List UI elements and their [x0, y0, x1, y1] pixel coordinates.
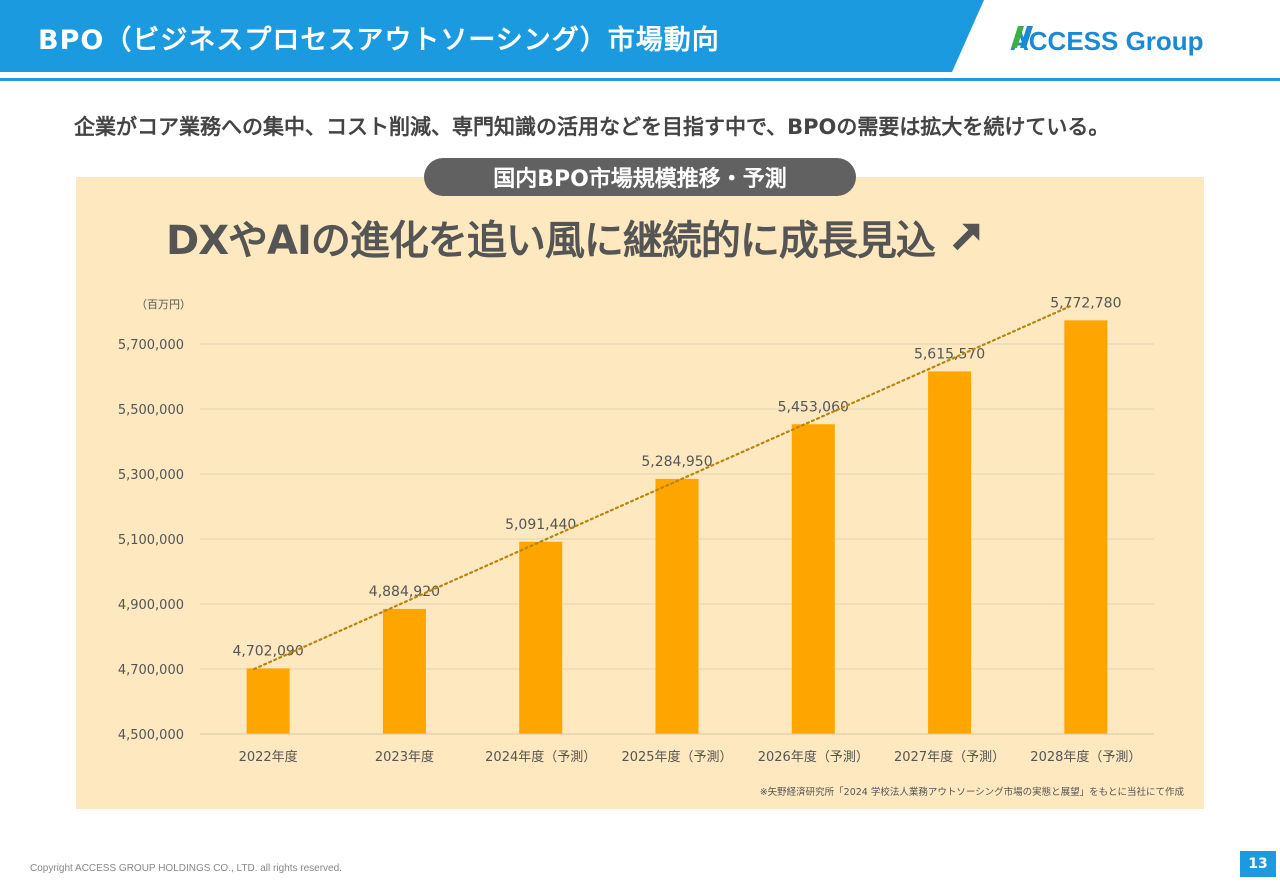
- data-label: 5,284,950: [641, 454, 712, 470]
- logo-mark-icon: [1011, 26, 1033, 48]
- y-tick-label: 4,900,000: [118, 598, 184, 613]
- y-tick-label: 5,500,000: [118, 403, 184, 418]
- y-tick-label: 5,300,000: [118, 468, 184, 483]
- company-logo: ACCESS Group: [1010, 24, 1204, 58]
- bar: [382, 608, 426, 734]
- page-number: 13: [1240, 851, 1276, 877]
- data-label: 5,615,570: [914, 346, 985, 362]
- y-tick-label: 4,700,000: [118, 663, 184, 678]
- logo-text: ACCESS Group: [1010, 25, 1204, 56]
- data-label: 4,884,920: [369, 584, 440, 600]
- y-tick-label: 5,700,000: [118, 338, 184, 353]
- page-title: BPO（ビジネスプロセスアウトソーシング）市場動向: [38, 25, 720, 56]
- data-label: 4,702,090: [233, 643, 304, 659]
- x-tick-label: 2028年度（予測）: [1030, 749, 1141, 765]
- y-unit-label: （百万円）: [136, 298, 191, 311]
- bar: [655, 478, 699, 734]
- copyright: Copyright ACCESS GROUP HOLDINGS CO., LTD…: [30, 863, 342, 874]
- trendline: [253, 305, 1071, 671]
- x-tick-label: 2024年度（予測）: [485, 749, 596, 765]
- bar: [791, 424, 835, 734]
- x-tick-label: 2022年度: [239, 749, 298, 765]
- x-tick-label: 2027年度（予測）: [894, 749, 1005, 765]
- lead-text: 企業がコア業務への集中、コスト削減、専門知識の活用などを目指す中で、BPOの需要…: [74, 115, 1110, 139]
- bar: [1064, 320, 1108, 734]
- y-tick-label: 4,500,000: [118, 728, 184, 743]
- header-background: [0, 0, 984, 72]
- source-note: ※矢野経済研究所「2024 学校法人業務アウトソーシング市場の実態と展望」をもと…: [759, 787, 1184, 798]
- headline-text: DXやAIの進化を追い風に継続的に成長見込: [166, 218, 936, 264]
- data-label: 5,091,440: [505, 517, 576, 533]
- data-label: 5,453,060: [778, 399, 849, 415]
- bar-chart: （百万円） 4,500,000 4,700,000 4,900,000 5,100,00…: [118, 295, 1154, 765]
- x-tick-label: 2026年度（予測）: [758, 749, 869, 765]
- bar: [928, 371, 972, 734]
- x-tick-label: 2025年度（予測）: [621, 749, 732, 765]
- x-tick-label: 2023年度: [375, 749, 434, 765]
- bar: [519, 541, 563, 734]
- data-label: 5,772,780: [1050, 295, 1121, 311]
- bar: [246, 668, 290, 734]
- header-bar: BPO（ビジネスプロセスアウトソーシング）市場動向 ACCESS Group: [0, 0, 1280, 72]
- arrow-up-right-icon: [952, 223, 980, 251]
- y-tick-label: 5,100,000: [118, 533, 184, 548]
- panel-title-pill: 国内BPO市場規模推移・予測: [424, 158, 856, 196]
- header-divider: [0, 78, 1280, 81]
- headline: DXやAIの進化を追い風に継続的に成長見込: [166, 208, 985, 266]
